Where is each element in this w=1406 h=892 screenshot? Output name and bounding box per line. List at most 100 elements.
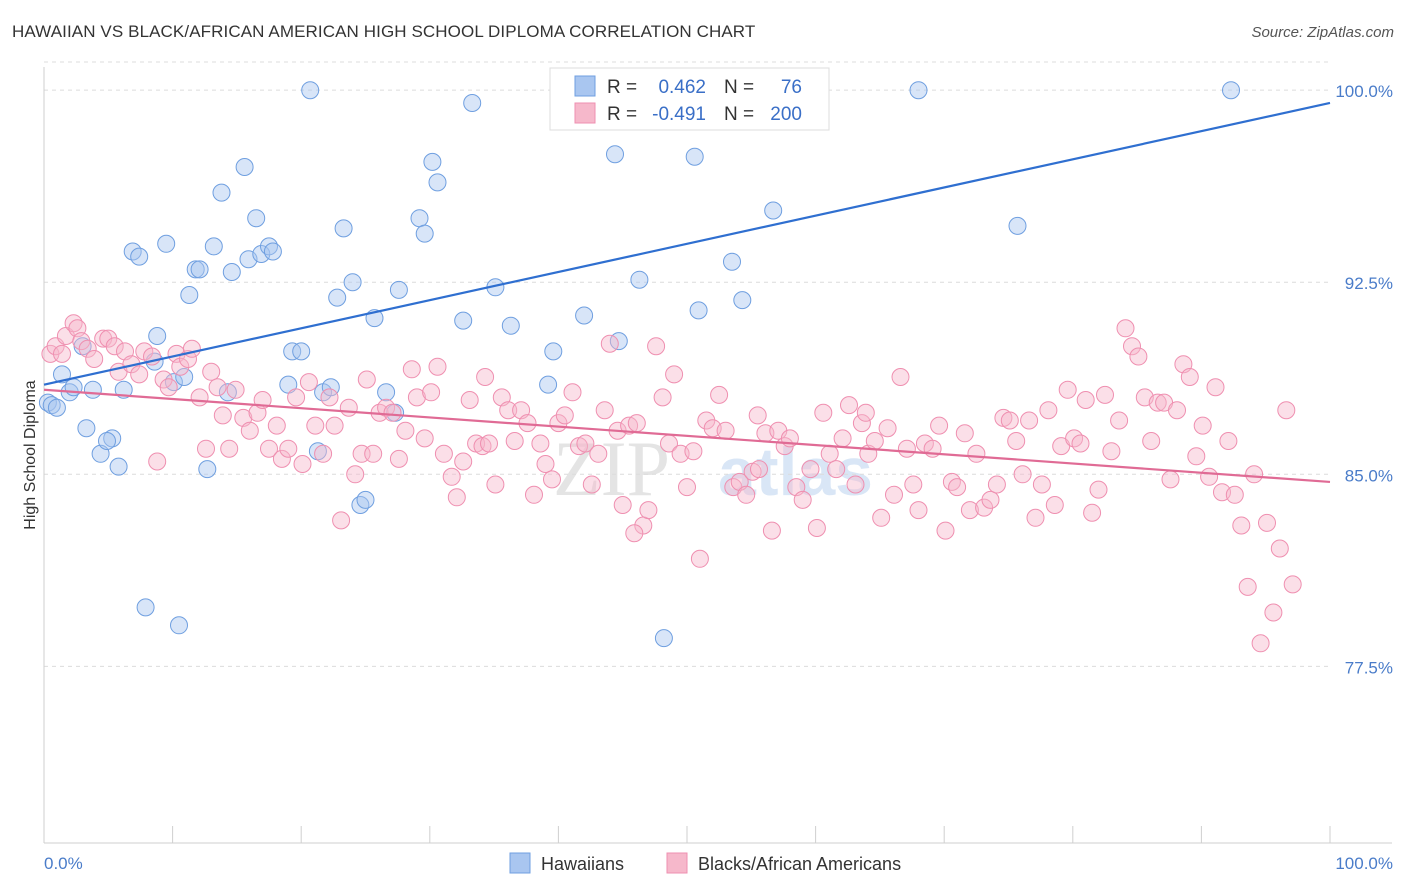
blacks-point — [1187, 447, 1206, 466]
blacks-point — [389, 449, 408, 468]
blacks-point — [78, 339, 97, 358]
blacks-point — [279, 439, 298, 458]
blacks-point — [182, 339, 201, 358]
blacks-point — [85, 350, 104, 368]
blacks-point — [555, 406, 574, 425]
hawaiians-point — [263, 242, 282, 261]
hawaiians-point — [83, 380, 102, 399]
y-tick-label: 100.0% — [1335, 82, 1393, 101]
hawaiians-point — [98, 432, 116, 450]
blacks-point — [197, 439, 215, 458]
blacks-point — [364, 444, 383, 463]
blacks-point — [647, 337, 666, 356]
legend-box: R = 0.462 N = 76 R = -0.491 N = 200 — [549, 67, 830, 131]
blacks-point — [801, 460, 820, 479]
blacks-point — [454, 452, 473, 471]
hawaiians-point — [1008, 216, 1027, 235]
hawaiians-point — [170, 616, 188, 635]
hawaiians-point — [308, 442, 327, 461]
blacks-point — [807, 519, 826, 537]
blacks-point — [897, 439, 916, 458]
legend-n-value-2: 200 — [770, 104, 802, 125]
blacks-point — [865, 432, 884, 450]
blacks-point — [878, 419, 897, 438]
blacks-point — [1020, 411, 1039, 430]
blacks-point — [434, 444, 453, 463]
hawaiians-point — [103, 429, 122, 448]
hawaiians-point — [222, 263, 241, 281]
hawaiians-point — [454, 311, 473, 330]
hawaiians-point — [77, 419, 96, 438]
blacks-point — [885, 485, 903, 504]
blacks-point — [226, 380, 245, 399]
blacks-point — [563, 383, 582, 402]
blacks-point — [1193, 416, 1212, 435]
blacks-point — [99, 329, 118, 348]
blacks-point — [582, 475, 601, 494]
legend-n-value-1: 76 — [781, 77, 802, 98]
blacks-point — [171, 357, 190, 376]
hawaiians-point — [343, 273, 362, 292]
blacks-point — [653, 388, 672, 407]
blacks-point — [213, 406, 232, 425]
blacks-point — [762, 521, 781, 540]
blacks-point — [1096, 385, 1114, 404]
hawaiians-point — [654, 629, 673, 648]
hawaiians-point — [723, 252, 741, 271]
blacks-point — [710, 385, 729, 404]
blacks-point — [306, 416, 325, 435]
hawaiians-point — [764, 201, 783, 220]
bottom-legend-swatch-blacks — [666, 852, 688, 874]
hawaiians-point — [180, 286, 199, 304]
blacks-point — [396, 421, 415, 440]
hawaiians-point — [689, 301, 708, 320]
bottom-legend-swatch-hawaiians — [509, 852, 531, 874]
blacks-point — [505, 432, 524, 450]
hawaiians-point — [1222, 81, 1240, 100]
blacks-point — [627, 414, 646, 433]
blacks-point — [1089, 480, 1108, 499]
blacks-point — [613, 496, 632, 514]
blacks-point — [1264, 603, 1283, 622]
blacks-point — [428, 357, 447, 376]
hawaiians-point — [606, 145, 624, 164]
blacks-point — [697, 411, 716, 430]
hawaiians-point — [212, 183, 231, 202]
hawaiians-point — [501, 316, 520, 335]
hawaiians-point — [47, 398, 66, 417]
blacks-point — [407, 388, 426, 407]
blacks-point — [130, 365, 149, 384]
hawaiians-point — [334, 219, 353, 238]
blacks-point — [665, 365, 684, 384]
blacks-point — [1026, 508, 1045, 527]
blacks-trend-line — [43, 388, 1331, 484]
blacks-point — [1116, 319, 1135, 338]
hawaiians-point — [539, 375, 558, 394]
blacks-point — [460, 391, 479, 409]
blacks-point — [1013, 465, 1032, 484]
legend-n-label-1: N = — [724, 77, 754, 98]
hawaiians-point — [463, 94, 482, 112]
legend-n-label-2: N = — [724, 104, 754, 125]
blacks-point — [1283, 575, 1302, 594]
blacks-point — [891, 368, 910, 386]
blacks-point — [1071, 434, 1090, 453]
hawaiians-point — [415, 224, 434, 243]
blacks-point — [1180, 368, 1199, 386]
blacks-point — [299, 373, 318, 392]
blacks-point — [820, 444, 839, 463]
blacks-point — [1142, 432, 1161, 450]
bottom-legend-blacks: Blacks/African Americans — [698, 854, 901, 874]
bottom-legend-hawaiians: Hawaiians — [541, 854, 624, 874]
hawaiians-point — [575, 306, 594, 325]
blacks-point — [716, 421, 735, 440]
blacks-point — [325, 416, 344, 435]
blacks-point — [1225, 485, 1244, 504]
blacks-point — [1161, 470, 1180, 489]
blacks-point — [975, 498, 994, 517]
blacks-point — [339, 398, 358, 417]
blacks-point — [967, 444, 986, 463]
blacks-point — [589, 444, 608, 463]
blacks-point — [625, 524, 644, 543]
blacks-point — [846, 475, 865, 494]
